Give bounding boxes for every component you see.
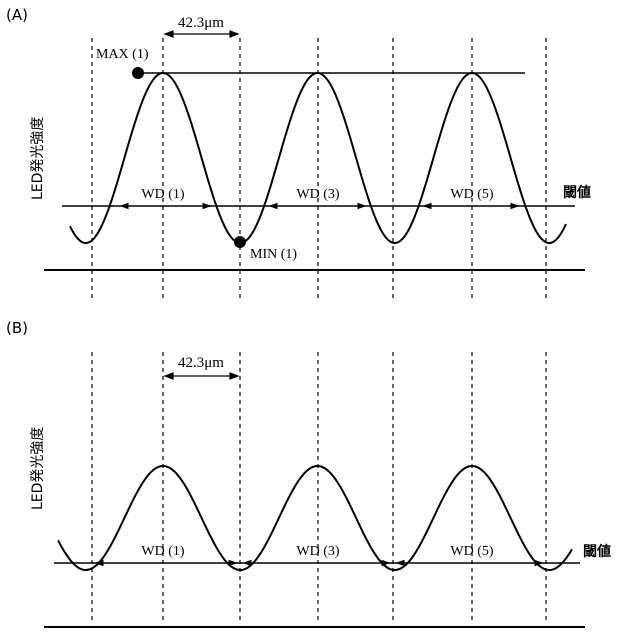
dimension-b xyxy=(165,373,238,379)
threshold-label-a: 閾値 xyxy=(563,184,591,201)
min-marker xyxy=(234,236,246,248)
wd-label: WD (5) xyxy=(450,544,493,559)
panel-a: (A) LED発光強度 42.3μm MAX (1) xyxy=(6,6,591,300)
wd-label: WD (3) xyxy=(296,187,339,202)
panel-a-ylabel: LED発光強度 xyxy=(30,117,46,200)
min-label: MIN (1) xyxy=(250,247,297,262)
panel-b: (B) LED発光強度 42.3μm xyxy=(6,319,611,627)
wd-label: WD (3) xyxy=(296,544,339,559)
panel-a-label: (A) xyxy=(6,6,28,24)
panel-a-guides xyxy=(92,38,546,300)
wd-label: WD (5) xyxy=(450,187,493,202)
dimension-label-a: 42.3μm xyxy=(178,15,224,31)
wd-arrows-a xyxy=(121,204,518,209)
wd-label: WD (1) xyxy=(141,187,184,202)
max-label: MAX (1) xyxy=(96,47,149,62)
panel-b-label: (B) xyxy=(6,319,28,337)
wd-label: WD (1) xyxy=(141,544,184,559)
panel-b-ylabel: LED発光強度 xyxy=(30,427,46,510)
max-marker xyxy=(132,67,144,79)
dimension-label-b: 42.3μm xyxy=(178,355,224,371)
panel-b-guides xyxy=(92,352,546,622)
threshold-label-b: 閾値 xyxy=(583,543,611,560)
dimension-a xyxy=(165,31,238,37)
